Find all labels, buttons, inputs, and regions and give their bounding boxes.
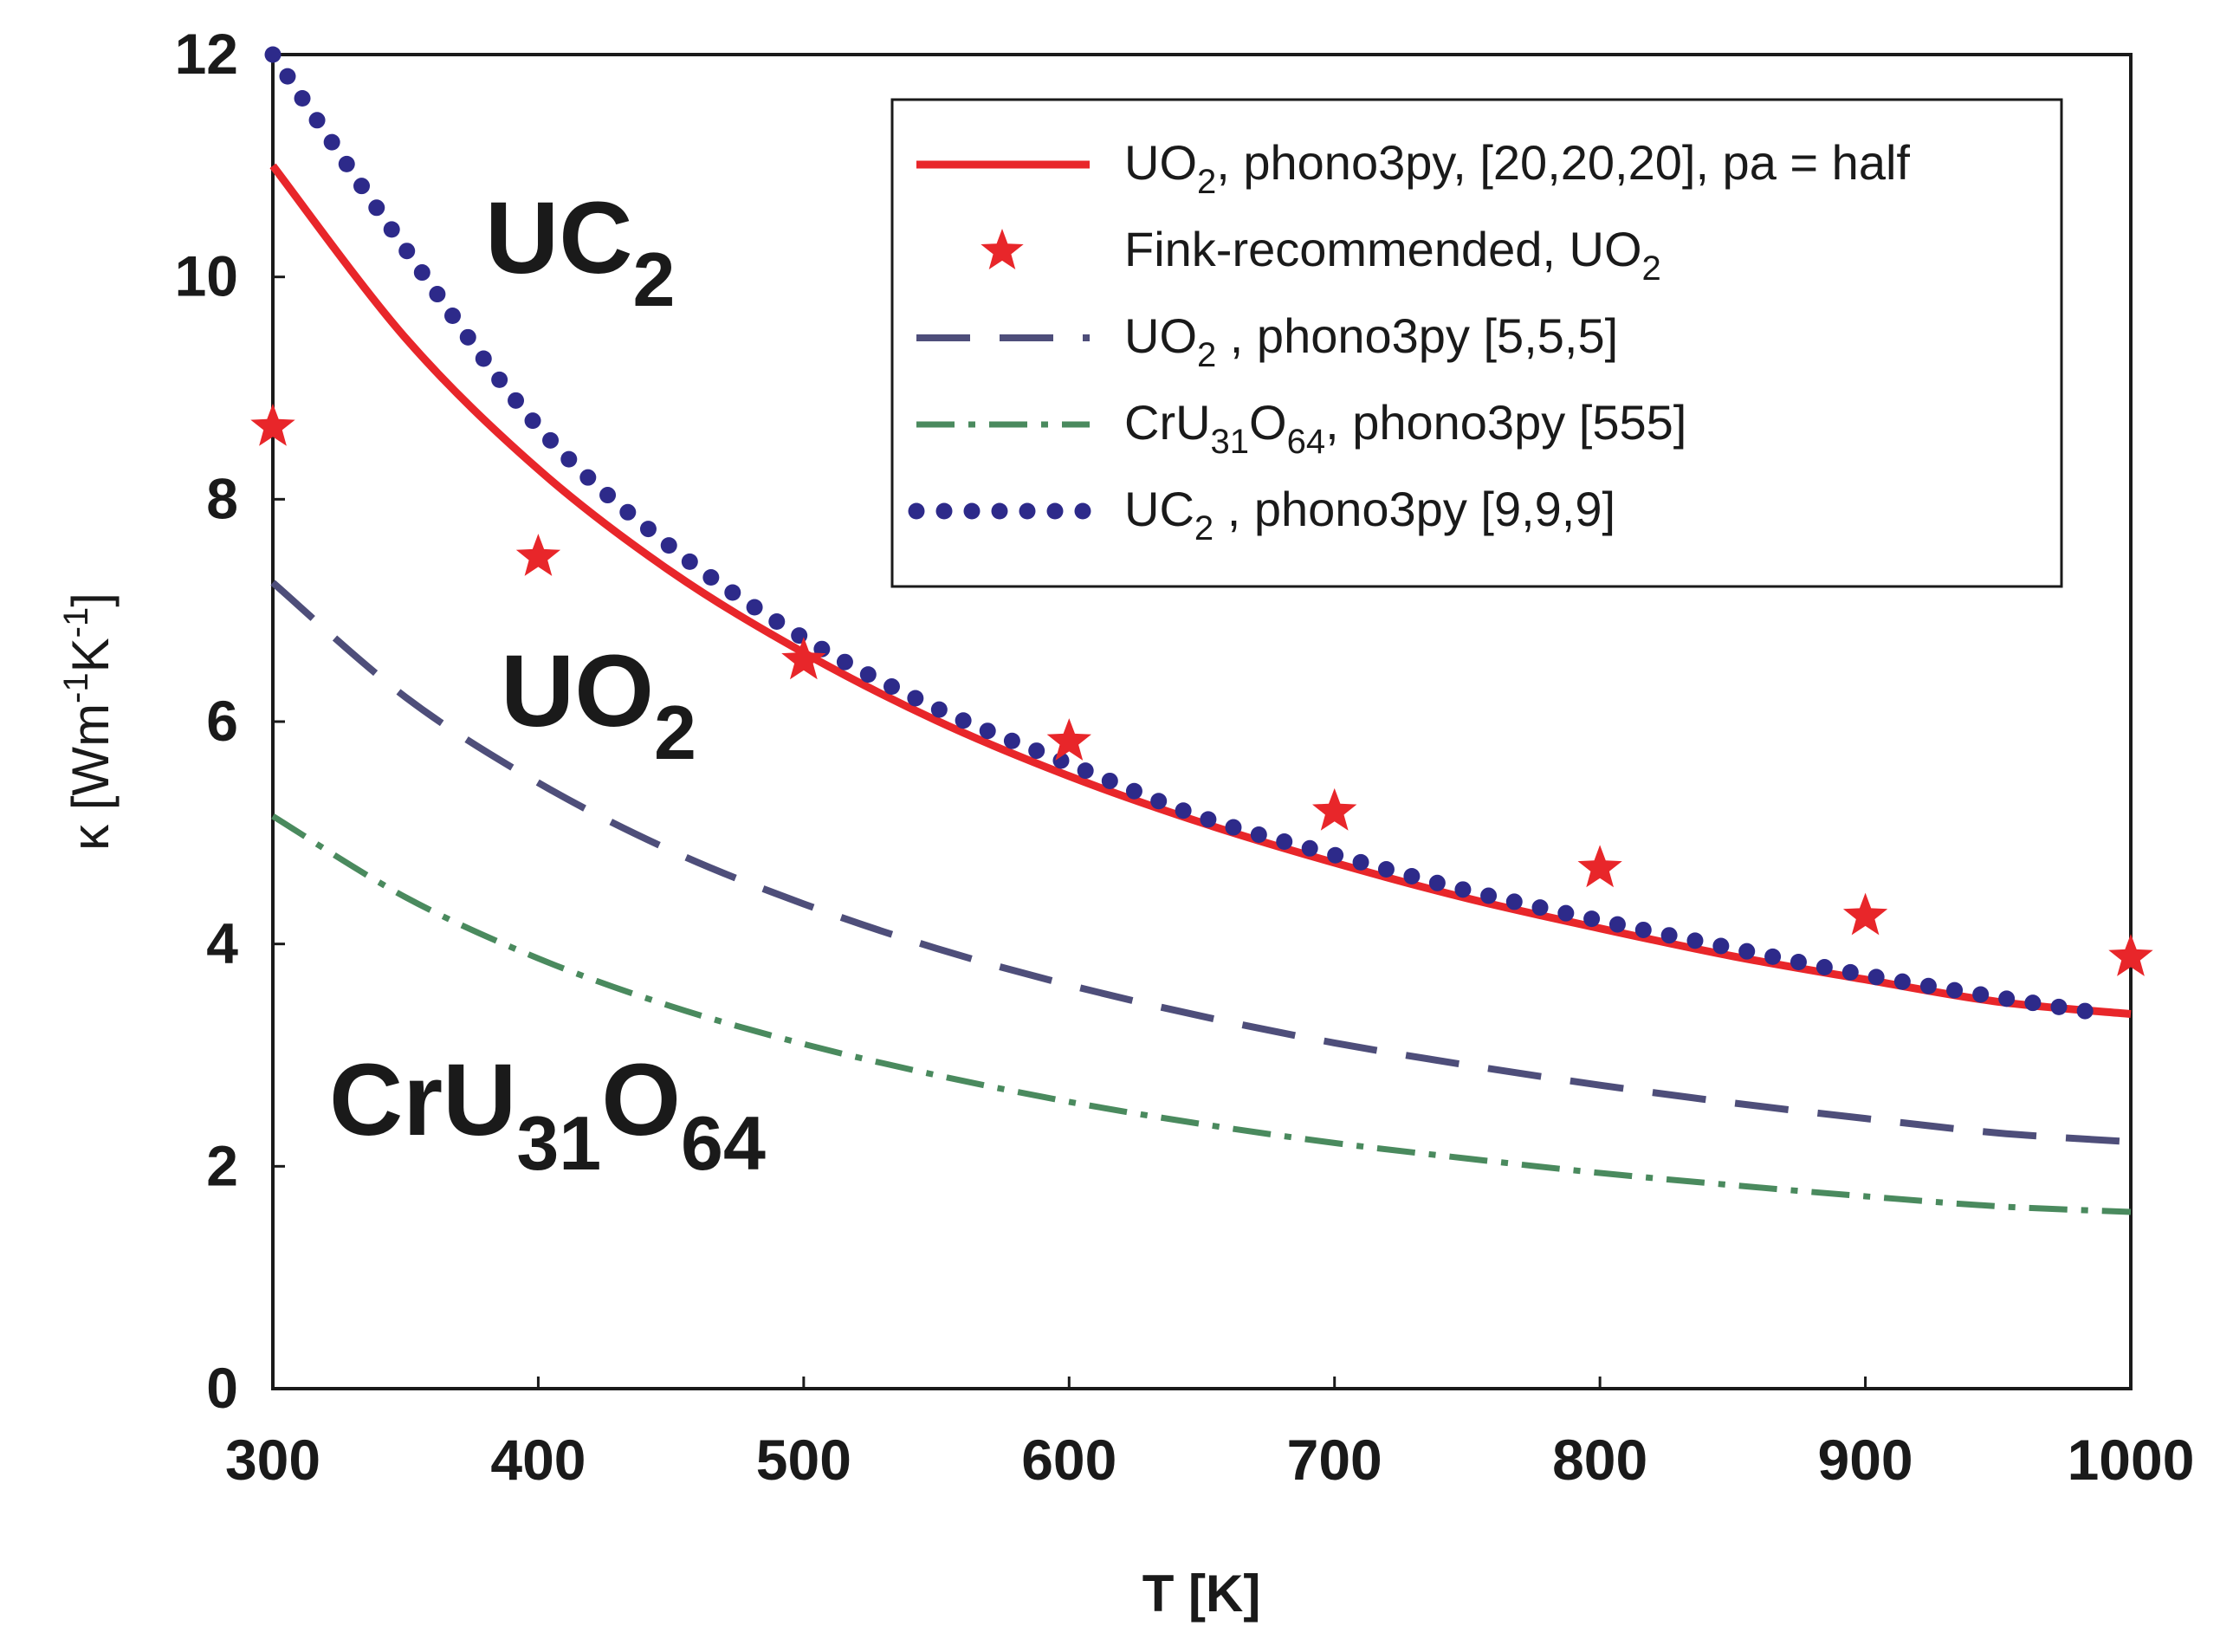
legend-label-uo2-5: UO2 , phono3py [5,5,5] [1124,308,1618,374]
y-tick-label: 10 [175,244,238,308]
annotation-cru31o64: CrU31O64 [329,1043,766,1186]
fink-star-point [1577,845,1622,888]
y-tick-label: 6 [206,689,238,753]
series-line-solid [269,163,2132,1019]
legend-label-uc2: UC2 , phono3py [9,9,9] [1124,482,1615,547]
x-tick-label: 700 [1287,1428,1382,1492]
x-tick-label: 400 [490,1428,586,1492]
x-tick-label: 300 [225,1428,320,1492]
x-tick-label: 1000 [2068,1428,2195,1492]
legend-label-fink: Fink-recommended, UO2 [1124,222,1661,288]
y-tick-label: 8 [206,466,238,530]
series-line-dashed [270,580,2132,1146]
fink-star-point [1312,787,1357,831]
x-tick-label: 800 [1552,1428,1647,1492]
x-tick-label: 500 [756,1428,851,1492]
fink-star-point [781,637,826,680]
annotation-uo2: UO2 [501,634,696,775]
fink-star-point [515,534,561,576]
y-tick-label: 12 [175,22,238,86]
series-layer [250,46,2153,1215]
y-tick-label: 2 [206,1133,238,1197]
fink-star-point [1046,718,1091,761]
series-line-dotted [264,46,2113,1023]
axis-ticks: 300 400 500 600 700 800 900 1000 0 2 4 6 8 10 12 [175,22,2195,1492]
annotation-uc2: UC2 [485,181,675,322]
legend-sample-star [981,229,1024,269]
x-tick-label: 900 [1818,1428,1913,1492]
x-axis-label: T [K] [1142,1565,1261,1623]
y-axis-label: κ [Wm-1K-1] [57,593,120,851]
series-line-dashdot [271,813,2132,1215]
y-tick-label: 4 [206,911,238,975]
legend-samples [908,160,1098,520]
fink-star-point [1842,892,1888,936]
y-tick-label: 0 [206,1356,238,1420]
legend-label-cru31o64: CrU31O64, phono3py [555] [1124,395,1686,461]
fink-star-point [2108,934,2153,976]
x-tick-label: 600 [1021,1428,1116,1492]
fink-star-point [250,403,295,446]
legend: UO2, phono3py, [20,20,20], pa = half Fin… [890,98,2063,588]
legend-label-uo2-20: UO2, phono3py, [20,20,20], pa = half [1124,135,1910,201]
